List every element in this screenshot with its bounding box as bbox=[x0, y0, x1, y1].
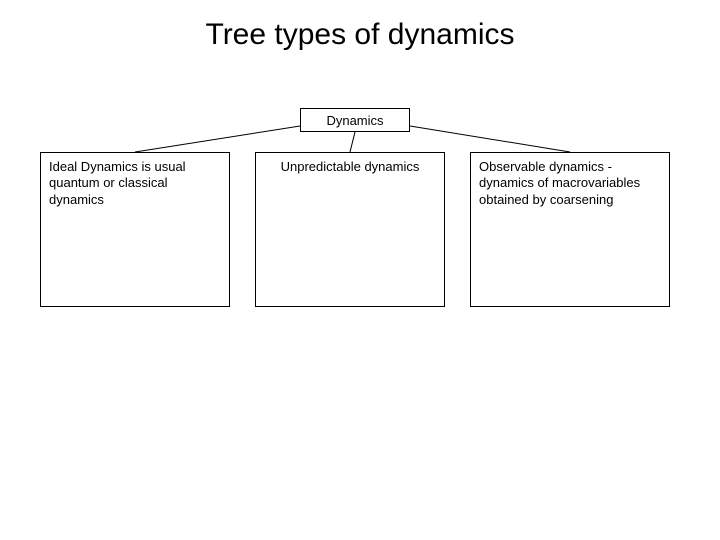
page-title: Tree types of dynamics bbox=[0, 18, 720, 52]
edge-root-observable bbox=[410, 126, 570, 152]
child-node-unpredictable-label: Unpredictable dynamics bbox=[281, 159, 420, 174]
edge-root-unpredictable bbox=[350, 132, 355, 152]
root-node: Dynamics bbox=[300, 108, 410, 132]
child-node-ideal: Ideal Dynamics is usual quantum or class… bbox=[40, 152, 230, 307]
child-node-observable-label: Observable dynamics - dynamics of macrov… bbox=[479, 159, 640, 207]
root-node-label: Dynamics bbox=[326, 113, 383, 128]
child-node-ideal-label: Ideal Dynamics is usual quantum or class… bbox=[49, 159, 186, 207]
child-node-observable: Observable dynamics - dynamics of macrov… bbox=[470, 152, 670, 307]
child-node-unpredictable: Unpredictable dynamics bbox=[255, 152, 445, 307]
edge-root-ideal bbox=[135, 126, 300, 152]
